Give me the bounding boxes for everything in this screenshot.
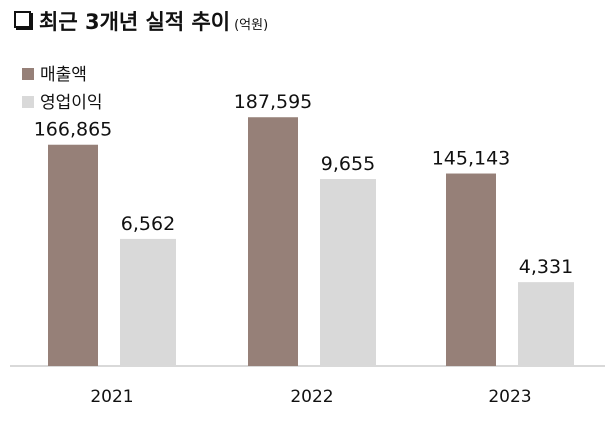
x-tick-label-2022: 2022 bbox=[290, 387, 333, 407]
bar-2021-revenue bbox=[48, 144, 98, 366]
data-label-2022-operating-profit: 9,655 bbox=[321, 153, 375, 175]
data-label-2021-operating-profit: 6,562 bbox=[121, 213, 175, 235]
legend-item-revenue: 매출액 bbox=[22, 60, 87, 85]
bar-2023-operating-profit bbox=[518, 282, 574, 366]
legend-swatch-revenue bbox=[22, 68, 34, 80]
x-tick-label-2023: 2023 bbox=[488, 387, 531, 407]
bar-2023-revenue bbox=[446, 173, 496, 366]
data-label-2022-revenue: 187,595 bbox=[234, 91, 313, 113]
data-label-2021-revenue: 166,865 bbox=[34, 119, 113, 141]
legend-label-operating-profit: 영업이익 bbox=[40, 93, 103, 113]
bar-2022-revenue bbox=[248, 117, 298, 366]
bar-2022-operating-profit bbox=[320, 179, 376, 366]
legend-label-revenue: 매출액 bbox=[40, 65, 87, 85]
chart-title: 최근 3개년 실적 추이 (억원) bbox=[14, 6, 268, 36]
unit-label: (억원) bbox=[234, 18, 269, 33]
data-label-2023-revenue: 145,143 bbox=[432, 148, 511, 170]
legend-item-operating-profit: 영업이익 bbox=[22, 88, 103, 113]
legend-swatch-operating-profit bbox=[22, 96, 34, 108]
title-text: 최근 3개년 실적 추이 bbox=[39, 10, 231, 34]
checkbox-square-icon bbox=[14, 11, 31, 28]
bar-2021-operating-profit bbox=[120, 238, 176, 366]
data-label-2023-operating-profit: 4,331 bbox=[519, 256, 573, 278]
x-tick-label-2021: 2021 bbox=[90, 387, 133, 407]
